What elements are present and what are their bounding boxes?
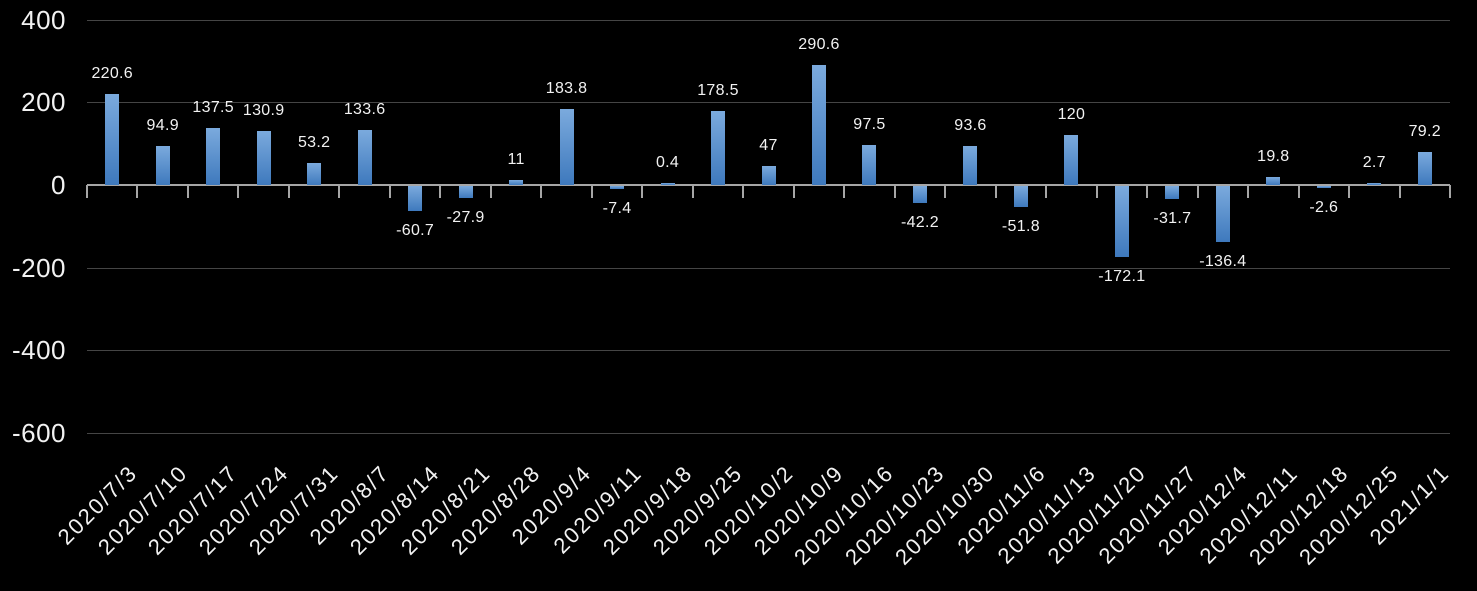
bar-value-label: -7.4 — [602, 200, 632, 218]
bar-value-label: 220.6 — [91, 64, 133, 82]
y-axis-tick-label: -600 — [11, 418, 66, 449]
x-axis-tick — [1449, 185, 1451, 198]
bar — [357, 129, 372, 185]
gridline — [87, 433, 1450, 435]
bar — [610, 186, 625, 190]
bar-value-label: 130.9 — [242, 101, 285, 119]
bar-value-label: 137.5 — [192, 99, 234, 117]
bar — [509, 180, 524, 185]
bar — [862, 144, 877, 185]
gridline — [87, 19, 1450, 21]
bar — [559, 108, 574, 185]
x-axis-tick — [843, 185, 846, 198]
bar — [1114, 186, 1129, 258]
bar — [1417, 152, 1432, 185]
bar — [660, 183, 675, 185]
bar — [1316, 186, 1331, 188]
x-axis-tick — [641, 185, 644, 198]
x-axis-tick — [1297, 185, 1300, 198]
bar-value-label: 97.5 — [853, 115, 886, 133]
bar — [458, 186, 473, 198]
bar-value-label: -51.8 — [1001, 218, 1040, 236]
bar — [1013, 186, 1028, 208]
x-axis-tick — [439, 185, 442, 198]
x-axis-tick — [944, 185, 947, 198]
x-axis-tick — [893, 185, 896, 198]
bar-value-label: 94.9 — [146, 116, 179, 134]
bar — [155, 145, 170, 185]
x-axis-tick — [1146, 185, 1149, 198]
bar-value-label: -60.7 — [396, 222, 435, 240]
bar-value-label: 290.6 — [798, 35, 840, 53]
x-axis-tick — [1247, 185, 1250, 198]
x-axis-tick — [994, 185, 997, 198]
bar — [1165, 186, 1180, 200]
x-axis-tick — [742, 185, 745, 198]
x-axis-tick — [1095, 185, 1098, 198]
bar-value-label: 178.5 — [697, 82, 739, 100]
x-axis-tick — [792, 185, 795, 198]
x-axis-tick — [338, 185, 341, 198]
bar-value-label: 183.8 — [545, 79, 588, 97]
bar — [408, 186, 423, 212]
bar — [711, 111, 726, 185]
x-axis-tick — [1045, 185, 1048, 198]
bar-value-label: -42.2 — [900, 214, 939, 232]
gridline — [87, 102, 1450, 104]
bar — [963, 146, 978, 185]
y-axis-tick-label: -400 — [11, 335, 66, 366]
bar — [1215, 186, 1230, 243]
x-axis-tick — [489, 185, 492, 198]
bar-value-label: 11 — [507, 151, 525, 169]
bar — [1266, 176, 1281, 185]
x-axis-tick — [388, 185, 391, 198]
bar — [1367, 183, 1382, 185]
bar-value-label: 93.6 — [954, 117, 987, 135]
x-axis-tick — [1196, 185, 1199, 198]
y-axis-tick-label: -200 — [11, 252, 66, 283]
bar-value-label: 0.4 — [655, 154, 680, 171]
bar-value-label: 133.6 — [343, 100, 386, 118]
y-axis-tick-label: 200 — [21, 87, 66, 118]
x-axis-tick — [1398, 185, 1401, 198]
x-axis-tick — [691, 185, 694, 198]
y-axis-tick-label: 400 — [21, 4, 66, 35]
bar — [1064, 135, 1079, 185]
bar-value-label: 120 — [1057, 106, 1086, 124]
bar-value-label: 19.8 — [1257, 147, 1290, 165]
x-axis-tick — [1348, 185, 1351, 198]
x-axis-tick — [136, 185, 139, 198]
bar — [206, 128, 221, 185]
bar-value-label: -27.9 — [446, 208, 485, 226]
bar-value-label: -136.4 — [1199, 253, 1247, 271]
bar — [811, 64, 826, 185]
bar-value-label: -31.7 — [1153, 210, 1192, 228]
bar-value-label: 79.2 — [1408, 123, 1441, 141]
x-axis-tick — [590, 185, 593, 198]
zero-axis-line — [87, 184, 1450, 186]
x-axis-tick — [86, 185, 88, 198]
x-axis-tick — [237, 185, 240, 198]
bar — [256, 130, 271, 185]
gridline — [87, 267, 1450, 269]
y-axis-tick-label: 0 — [51, 170, 66, 200]
bar-value-label: -172.1 — [1098, 268, 1146, 286]
bar — [105, 93, 120, 185]
bar-value-label: -2.6 — [1309, 199, 1339, 216]
bar-value-label: 2.7 — [1362, 154, 1386, 171]
x-axis-tick — [287, 185, 290, 198]
bar — [912, 186, 927, 204]
bar — [761, 165, 776, 185]
gridline — [87, 350, 1450, 352]
bar-value-label: 47 — [759, 136, 778, 154]
bar — [307, 163, 322, 185]
x-axis-tick — [186, 185, 189, 198]
bar-value-label: 53.2 — [297, 134, 331, 151]
x-axis-tick — [540, 185, 543, 198]
